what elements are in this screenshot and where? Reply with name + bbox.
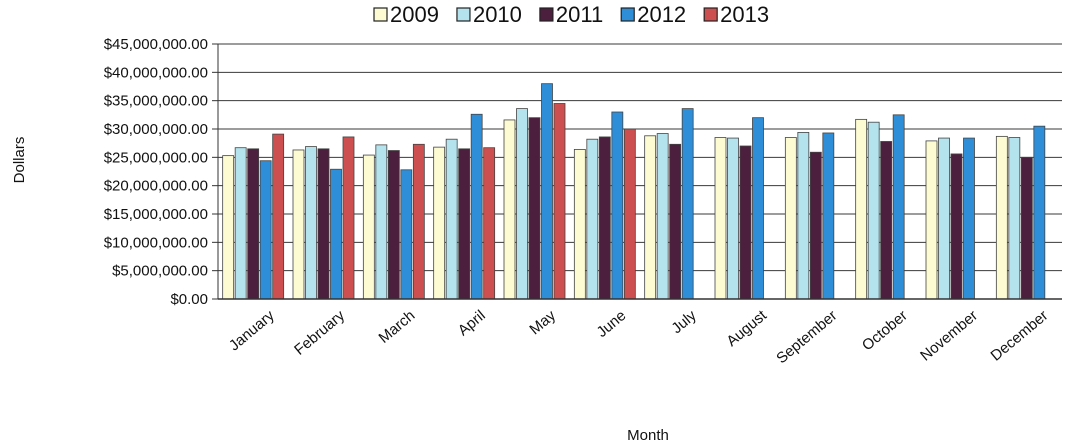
bar-2009-august — [714, 137, 727, 300]
category-label: August — [723, 307, 770, 351]
legend-label-2011: 2011 — [556, 2, 603, 27]
y-tick-label: $40,000,000.00 — [104, 64, 208, 81]
category-label: September — [773, 307, 840, 367]
grid-lines — [218, 43, 1062, 272]
bar-2011-march — [387, 150, 400, 300]
legend: 2009 2010 2011 2012 2013 — [373, 2, 769, 27]
bar-2012-january — [259, 160, 272, 300]
y-tick-labels: $0.00 $5,000,000.00 $10,000,000.00 $15,000,… — [104, 36, 218, 308]
bar-2009-march — [362, 154, 375, 300]
bar-2011-july — [669, 143, 682, 300]
bar-2013-may — [553, 103, 566, 300]
bar-2011-june — [598, 136, 611, 300]
y-tick-label: $20,000,000.00 — [104, 178, 208, 195]
x-axis-title: Month — [627, 427, 669, 444]
bar-2009-december — [995, 135, 1008, 300]
y-tick-label: $45,000,000.00 — [104, 36, 208, 53]
bar-2009-october — [855, 118, 868, 300]
bar-2012-november — [963, 137, 975, 300]
bar-2010-june — [586, 138, 599, 300]
legend-swatch-2011 — [539, 7, 554, 22]
y-tick-label: $25,000,000.00 — [104, 149, 208, 166]
bar-2012-may — [541, 83, 553, 300]
legend-swatch-2010 — [456, 7, 471, 22]
bar-2012-september — [822, 132, 835, 300]
bar-2009-april — [433, 146, 446, 300]
bar-2009-september — [784, 137, 797, 300]
y-axis-title: Dollars — [11, 137, 28, 184]
bar-2013-april — [483, 147, 496, 300]
legend-swatch-2012 — [620, 7, 635, 22]
bar-2011-october — [880, 141, 893, 300]
bars — [222, 83, 1046, 300]
bar-2010-december — [1008, 137, 1021, 300]
legend-swatch-2009 — [373, 7, 388, 22]
bar-2010-november — [938, 137, 950, 300]
legend-label-2009: 2009 — [390, 2, 439, 27]
bar-2010-october — [867, 121, 880, 300]
category-label: December — [987, 307, 1051, 365]
bar-2013-january — [272, 133, 285, 300]
bar-2009-february — [292, 149, 305, 300]
bar-2010-march — [375, 144, 388, 300]
category-label: October — [859, 307, 911, 354]
bar-2009-may — [503, 119, 516, 300]
category-label: May — [526, 307, 559, 339]
bar-2012-july — [681, 108, 694, 300]
bar-2013-february — [342, 136, 355, 300]
bar-2010-january — [234, 147, 247, 300]
bar-2012-october — [892, 114, 905, 300]
bar-2013-march — [412, 143, 425, 300]
y-tick-label: $10,000,000.00 — [104, 234, 208, 251]
bar-2011-february — [317, 148, 330, 300]
bar-2010-july — [656, 133, 669, 300]
bar-2012-april — [470, 113, 483, 300]
bar-2012-december — [1033, 125, 1046, 300]
y-tick-label: $35,000,000.00 — [104, 93, 208, 110]
category-labels: January February March April May June July Augu… — [226, 307, 1051, 368]
bar-2012-june — [611, 111, 624, 300]
category-label: July — [668, 307, 700, 337]
bar-2011-january — [247, 148, 260, 300]
axes — [217, 44, 1062, 300]
y-tick-label: $5,000,000.00 — [112, 263, 208, 280]
category-label: June — [594, 307, 630, 341]
legend-label-2012: 2012 — [637, 2, 686, 27]
category-label: February — [291, 307, 348, 359]
bar-2011-december — [1020, 156, 1033, 300]
bar-2012-march — [400, 169, 413, 300]
category-label: April — [455, 307, 489, 339]
bar-2013-june — [623, 128, 636, 300]
bar-2012-august — [752, 117, 764, 300]
bar-2010-september — [797, 131, 810, 300]
bar-2011-november — [950, 153, 963, 300]
bar-2010-april — [445, 138, 458, 300]
bar-2009-july — [644, 135, 657, 300]
legend-label-2010: 2010 — [473, 2, 522, 27]
y-tick-label: $0.00 — [170, 291, 208, 308]
bar-2009-november — [925, 140, 938, 300]
category-label: January — [226, 307, 278, 355]
y-tick-label: $15,000,000.00 — [104, 206, 208, 223]
bar-2011-august — [739, 145, 752, 300]
bar-2010-may — [516, 108, 528, 300]
category-label: March — [376, 307, 419, 347]
bar-2010-august — [727, 137, 739, 300]
legend-label-2013: 2013 — [720, 2, 769, 27]
bar-2012-february — [330, 168, 342, 300]
bar-2009-june — [573, 148, 586, 300]
bar-2011-september — [809, 151, 822, 300]
y-tick-label: $30,000,000.00 — [104, 121, 208, 138]
legend-swatch-2013 — [703, 7, 718, 22]
bar-2011-may — [528, 117, 541, 300]
bar-2009-january — [222, 155, 235, 300]
bar-2010-february — [305, 146, 317, 300]
category-label: November — [917, 307, 981, 365]
bar-2011-april — [458, 148, 471, 300]
